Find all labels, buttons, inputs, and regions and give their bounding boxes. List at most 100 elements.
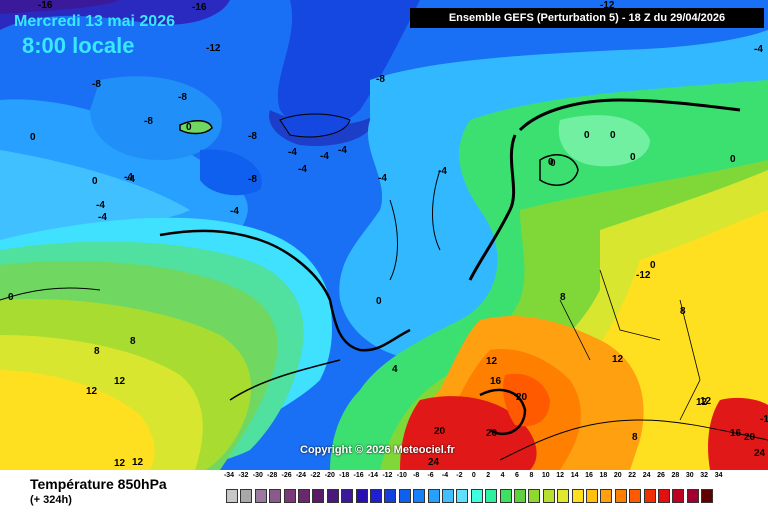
isotherm-label: -4	[338, 145, 347, 156]
isotherm-label: -4	[124, 172, 133, 183]
legend-swatch	[398, 489, 411, 503]
legend-swatch	[528, 489, 541, 503]
isotherm-label: 12	[114, 376, 126, 387]
isotherm-label: 0	[630, 152, 636, 163]
isotherm-label: 0	[30, 132, 36, 143]
legend-tick: -28	[267, 472, 278, 479]
isotherm-label: -4	[378, 173, 387, 184]
legend-tick: 6	[515, 472, 519, 479]
legend-tick: -34	[223, 472, 235, 479]
legend-swatch	[686, 489, 699, 503]
isotherm-label: -12	[600, 0, 615, 11]
legend-swatch	[427, 489, 440, 503]
isotherm-label: 24	[428, 457, 440, 468]
legend-swatch	[456, 489, 469, 503]
legend-swatch	[586, 489, 598, 503]
legend-swatch	[384, 489, 397, 503]
legend-swatch	[326, 489, 339, 503]
isotherm-label: -8	[178, 92, 187, 103]
temperature-map: Mercredi 13 mai 2026 8:00 locale Ensembl…	[0, 0, 768, 470]
legend-tick: -26	[281, 472, 292, 479]
isotherm-label: -12	[760, 414, 768, 425]
legend-tick: 16	[585, 472, 593, 479]
legend-title: Température 850hPa	[30, 476, 167, 492]
isotherm-label: -16	[192, 2, 207, 13]
legend-tick: 10	[541, 472, 550, 479]
isotherm-label: 0	[376, 296, 382, 307]
legend-tick: 26	[657, 472, 665, 479]
isotherm-label: 12	[486, 356, 498, 367]
isotherm-label: 20	[516, 392, 528, 403]
legend-tick: 28	[671, 472, 680, 479]
legend-tick: -10	[396, 472, 407, 479]
isotherm-label: -8	[92, 79, 101, 90]
legend-tick: -32	[238, 472, 249, 479]
isotherm-label: 8	[94, 346, 100, 357]
legend-swatch	[672, 489, 685, 503]
temperature-field	[0, 0, 768, 470]
color-legend: Température 850hPa (+ 324h) -34 -32 -30 -28…	[0, 470, 768, 512]
legend-swatch	[269, 489, 282, 503]
legend-swatch	[254, 489, 267, 503]
isotherm-label: -8	[144, 116, 153, 127]
isotherm-label: 16	[490, 376, 502, 387]
legend-swatch	[355, 489, 368, 503]
isotherm-label: -4	[288, 147, 297, 158]
legend-tick: 12	[556, 472, 565, 479]
legend-tick: 20	[613, 472, 622, 479]
isotherm-label: -8	[248, 174, 257, 185]
isotherm-label: -8	[248, 131, 257, 142]
legend-swatch	[557, 489, 570, 503]
legend-tick: -6	[427, 472, 434, 479]
forecast-time: 8:00 locale	[22, 33, 135, 58]
legend-tick: 30	[685, 472, 694, 479]
isotherm-label: -4	[96, 200, 105, 211]
isotherm-label: 0	[92, 176, 98, 187]
legend-swatch	[542, 489, 555, 503]
isotherm-label: 16	[730, 428, 742, 439]
isotherm-label: 12	[86, 386, 98, 397]
legend-swatch	[370, 489, 382, 503]
isotherm-label: 12	[696, 397, 708, 408]
legend-tick: -2	[456, 472, 463, 479]
legend-tick: 34	[714, 472, 723, 479]
isotherm-label: 0	[610, 130, 616, 141]
isotherm-label: -12	[636, 270, 651, 281]
legend-tick: 24	[642, 472, 651, 479]
legend-swatch	[600, 489, 613, 503]
legend-tick: -24	[295, 472, 307, 479]
isotherm-label: -4	[126, 174, 135, 185]
isotherm-label: 0	[550, 158, 556, 169]
legend-tick: 32	[700, 472, 709, 479]
isotherm-label: 12	[612, 354, 624, 365]
legend-tick: 22	[628, 472, 637, 479]
isotherm-label: 4	[392, 364, 398, 375]
legend-swatch	[485, 489, 498, 503]
legend-tick: -20	[324, 472, 335, 479]
isotherm-label: 24	[754, 448, 766, 459]
isotherm-label: 8	[130, 336, 136, 347]
legend-swatch	[413, 489, 426, 503]
isotherm-label: -4	[298, 164, 307, 175]
isotherm-label: 12	[114, 458, 126, 469]
isotherm-label: -8	[376, 74, 385, 85]
isotherm-label: -4	[754, 44, 763, 55]
legend-tick: 0	[471, 472, 476, 479]
legend-tick: -16	[353, 472, 364, 479]
legend-swatch	[341, 489, 354, 503]
isotherm-label: 0	[8, 292, 14, 303]
model-banner: Ensemble GEFS (Perturbation 5) - 18 Z du…	[410, 8, 764, 28]
legend-swatch	[614, 489, 627, 503]
isotherm-label: 20	[434, 426, 446, 437]
forecast-date: Mercredi 13 mai 2026	[14, 13, 175, 30]
legend-tick: -22	[310, 472, 321, 479]
legend-tick: 4	[500, 472, 505, 479]
legend-tick: -30	[252, 472, 263, 479]
legend-swatch	[312, 489, 325, 503]
isotherm-label: 12	[132, 457, 144, 468]
legend-swatch	[658, 489, 670, 503]
isotherm-label: 8	[680, 306, 686, 317]
isotherm-label: -12	[206, 43, 221, 54]
legend-tick: -8	[413, 472, 420, 479]
legend-subtitle: (+ 324h)	[30, 494, 72, 506]
